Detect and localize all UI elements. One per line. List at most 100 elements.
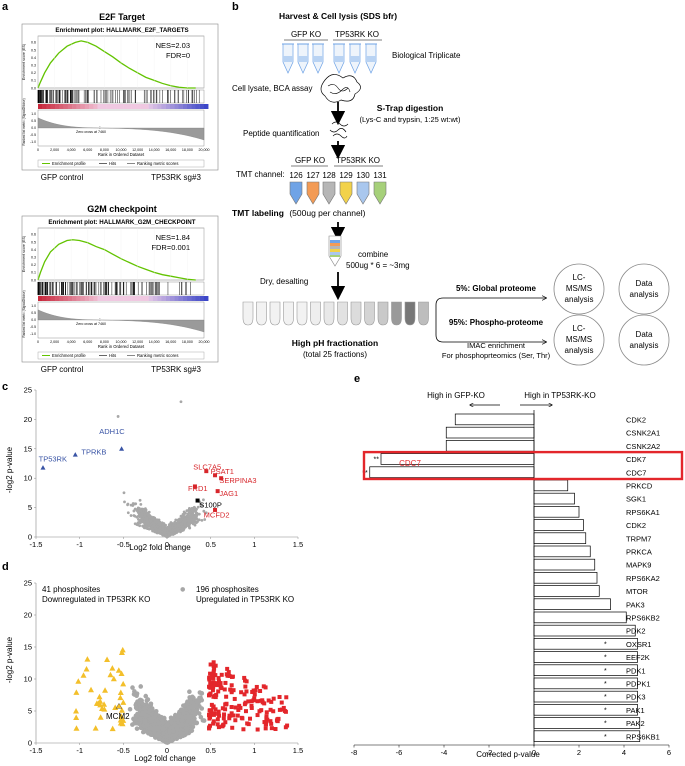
rank-bar-segment — [204, 296, 209, 301]
es-tick-label: 0.5 — [31, 48, 36, 52]
up-point — [268, 707, 273, 712]
volcano-point — [199, 706, 205, 711]
es-tick-label: 0.3 — [31, 256, 36, 260]
rank-bar-segment — [144, 296, 149, 301]
volcano-point — [143, 693, 149, 699]
volcano-point — [131, 691, 137, 697]
es-tick-label: 0.0 — [31, 86, 36, 90]
up-point — [224, 672, 229, 677]
x-tick-label: 1.5 — [293, 540, 303, 549]
up-point — [212, 666, 217, 671]
x-tick-label: 1.5 — [293, 746, 303, 755]
gsea-plot-title: Enrichment plot: HALLMARK_G2M_CHECKPOINT — [48, 219, 195, 226]
hit-ticks — [37, 89, 205, 104]
volcano-point — [189, 728, 195, 733]
gsea-heading: G2M checkpoint — [87, 204, 157, 214]
group-right: TP53RK sg#3 — [151, 173, 201, 182]
rank-bar-segment — [199, 296, 205, 301]
tmt-tube-body — [306, 181, 320, 205]
rank-bar-segment — [148, 104, 154, 109]
es-tick-label: 0.4 — [31, 248, 36, 252]
volcano-point — [171, 528, 174, 532]
volcano-point — [190, 718, 195, 724]
legend-item: Enrichment profile — [52, 353, 86, 358]
volcano-point — [193, 523, 197, 527]
volcano-point — [143, 713, 148, 719]
rank-tick-label: 12,000 — [132, 340, 143, 344]
y-tick-label: 0 — [28, 739, 32, 748]
rank-bar-segment — [152, 296, 158, 301]
volcano-point — [135, 523, 139, 527]
rank-bar-segment — [195, 104, 200, 109]
rank-tick-label: 10,000 — [116, 148, 127, 152]
volcano-point — [171, 728, 176, 734]
up-point — [269, 699, 274, 704]
volcano-point — [146, 520, 150, 524]
up-point — [224, 694, 229, 699]
volcano-point — [188, 506, 191, 510]
up-point — [216, 689, 221, 694]
rank-tick-label: 6,000 — [83, 340, 92, 344]
gene-label: TPRKB — [81, 448, 106, 457]
gene-label: S100P — [199, 501, 222, 510]
es-tick-label: 0.5 — [31, 240, 36, 244]
volcano-point — [144, 516, 147, 520]
rank-tick-label: 16,000 — [165, 148, 176, 152]
rank-tick-label: 20,000 — [199, 340, 210, 344]
rank-tick-label: 14,000 — [149, 148, 160, 152]
gene-label: TP53RK — [39, 455, 67, 464]
volcano-point — [161, 528, 165, 531]
volcano-point — [190, 513, 194, 517]
gene-label: MCFD2 — [204, 511, 230, 520]
up-point — [227, 713, 232, 718]
rank-bar-segment — [186, 296, 192, 301]
up-point — [208, 671, 213, 676]
global-label: 5%: Global proteome — [456, 284, 537, 293]
channel-label: 129 — [339, 171, 353, 180]
sample-tube — [297, 43, 309, 74]
dry-label: Dry, desalting — [260, 277, 308, 286]
up-point — [210, 688, 215, 693]
legend-item: Ranking metric scores — [137, 161, 178, 166]
rank-bar-segment — [80, 104, 86, 109]
rank-bar-segment — [144, 104, 149, 109]
rank-color-bar — [38, 104, 209, 109]
metric-tick-label: 1.0 — [31, 112, 36, 116]
y-tick-label: 15 — [24, 444, 32, 453]
volcano-point — [134, 726, 140, 731]
rank-bar-segment — [101, 296, 107, 301]
up-point — [219, 672, 224, 677]
volcano-point — [167, 728, 173, 734]
rank-bar-segment — [127, 296, 132, 301]
x-tick-label: 1 — [252, 540, 256, 549]
up-point — [229, 674, 234, 679]
channel-label: 130 — [356, 171, 370, 180]
rank-bar-segment — [118, 104, 124, 109]
volcano-point — [138, 518, 142, 522]
up-point — [266, 698, 271, 703]
panel-letter-b: b — [232, 1, 239, 13]
up-point — [229, 711, 234, 716]
volcano-point — [126, 503, 129, 507]
rank-bar-segment — [161, 296, 166, 301]
volcano-point — [177, 518, 180, 522]
highlight-point — [213, 473, 218, 478]
rank-bar-segment — [182, 104, 188, 109]
panel-letter-a: a — [2, 1, 9, 13]
volcano-point — [139, 510, 143, 513]
rank-bar-segment — [123, 296, 128, 301]
c-ylabel: -log2 p-value — [5, 446, 14, 493]
fraction-tube — [350, 301, 362, 326]
tmt-tube-body — [356, 181, 370, 205]
x-tick-label: 0.5 — [205, 540, 215, 549]
combine-sub: 500ug * 6 = ~3mg — [346, 261, 410, 270]
rank-bar-segment — [93, 296, 98, 301]
up-point — [211, 680, 216, 685]
y-tick-label: 10 — [24, 675, 32, 684]
rank-bar-segment — [84, 296, 90, 301]
volcano-point — [133, 713, 139, 719]
rank-bar-segment — [165, 296, 171, 301]
volcano-point — [116, 415, 120, 418]
tmt-labeling-sub: (500ug per channel) — [289, 208, 365, 218]
rank-bar-segment — [55, 104, 60, 109]
